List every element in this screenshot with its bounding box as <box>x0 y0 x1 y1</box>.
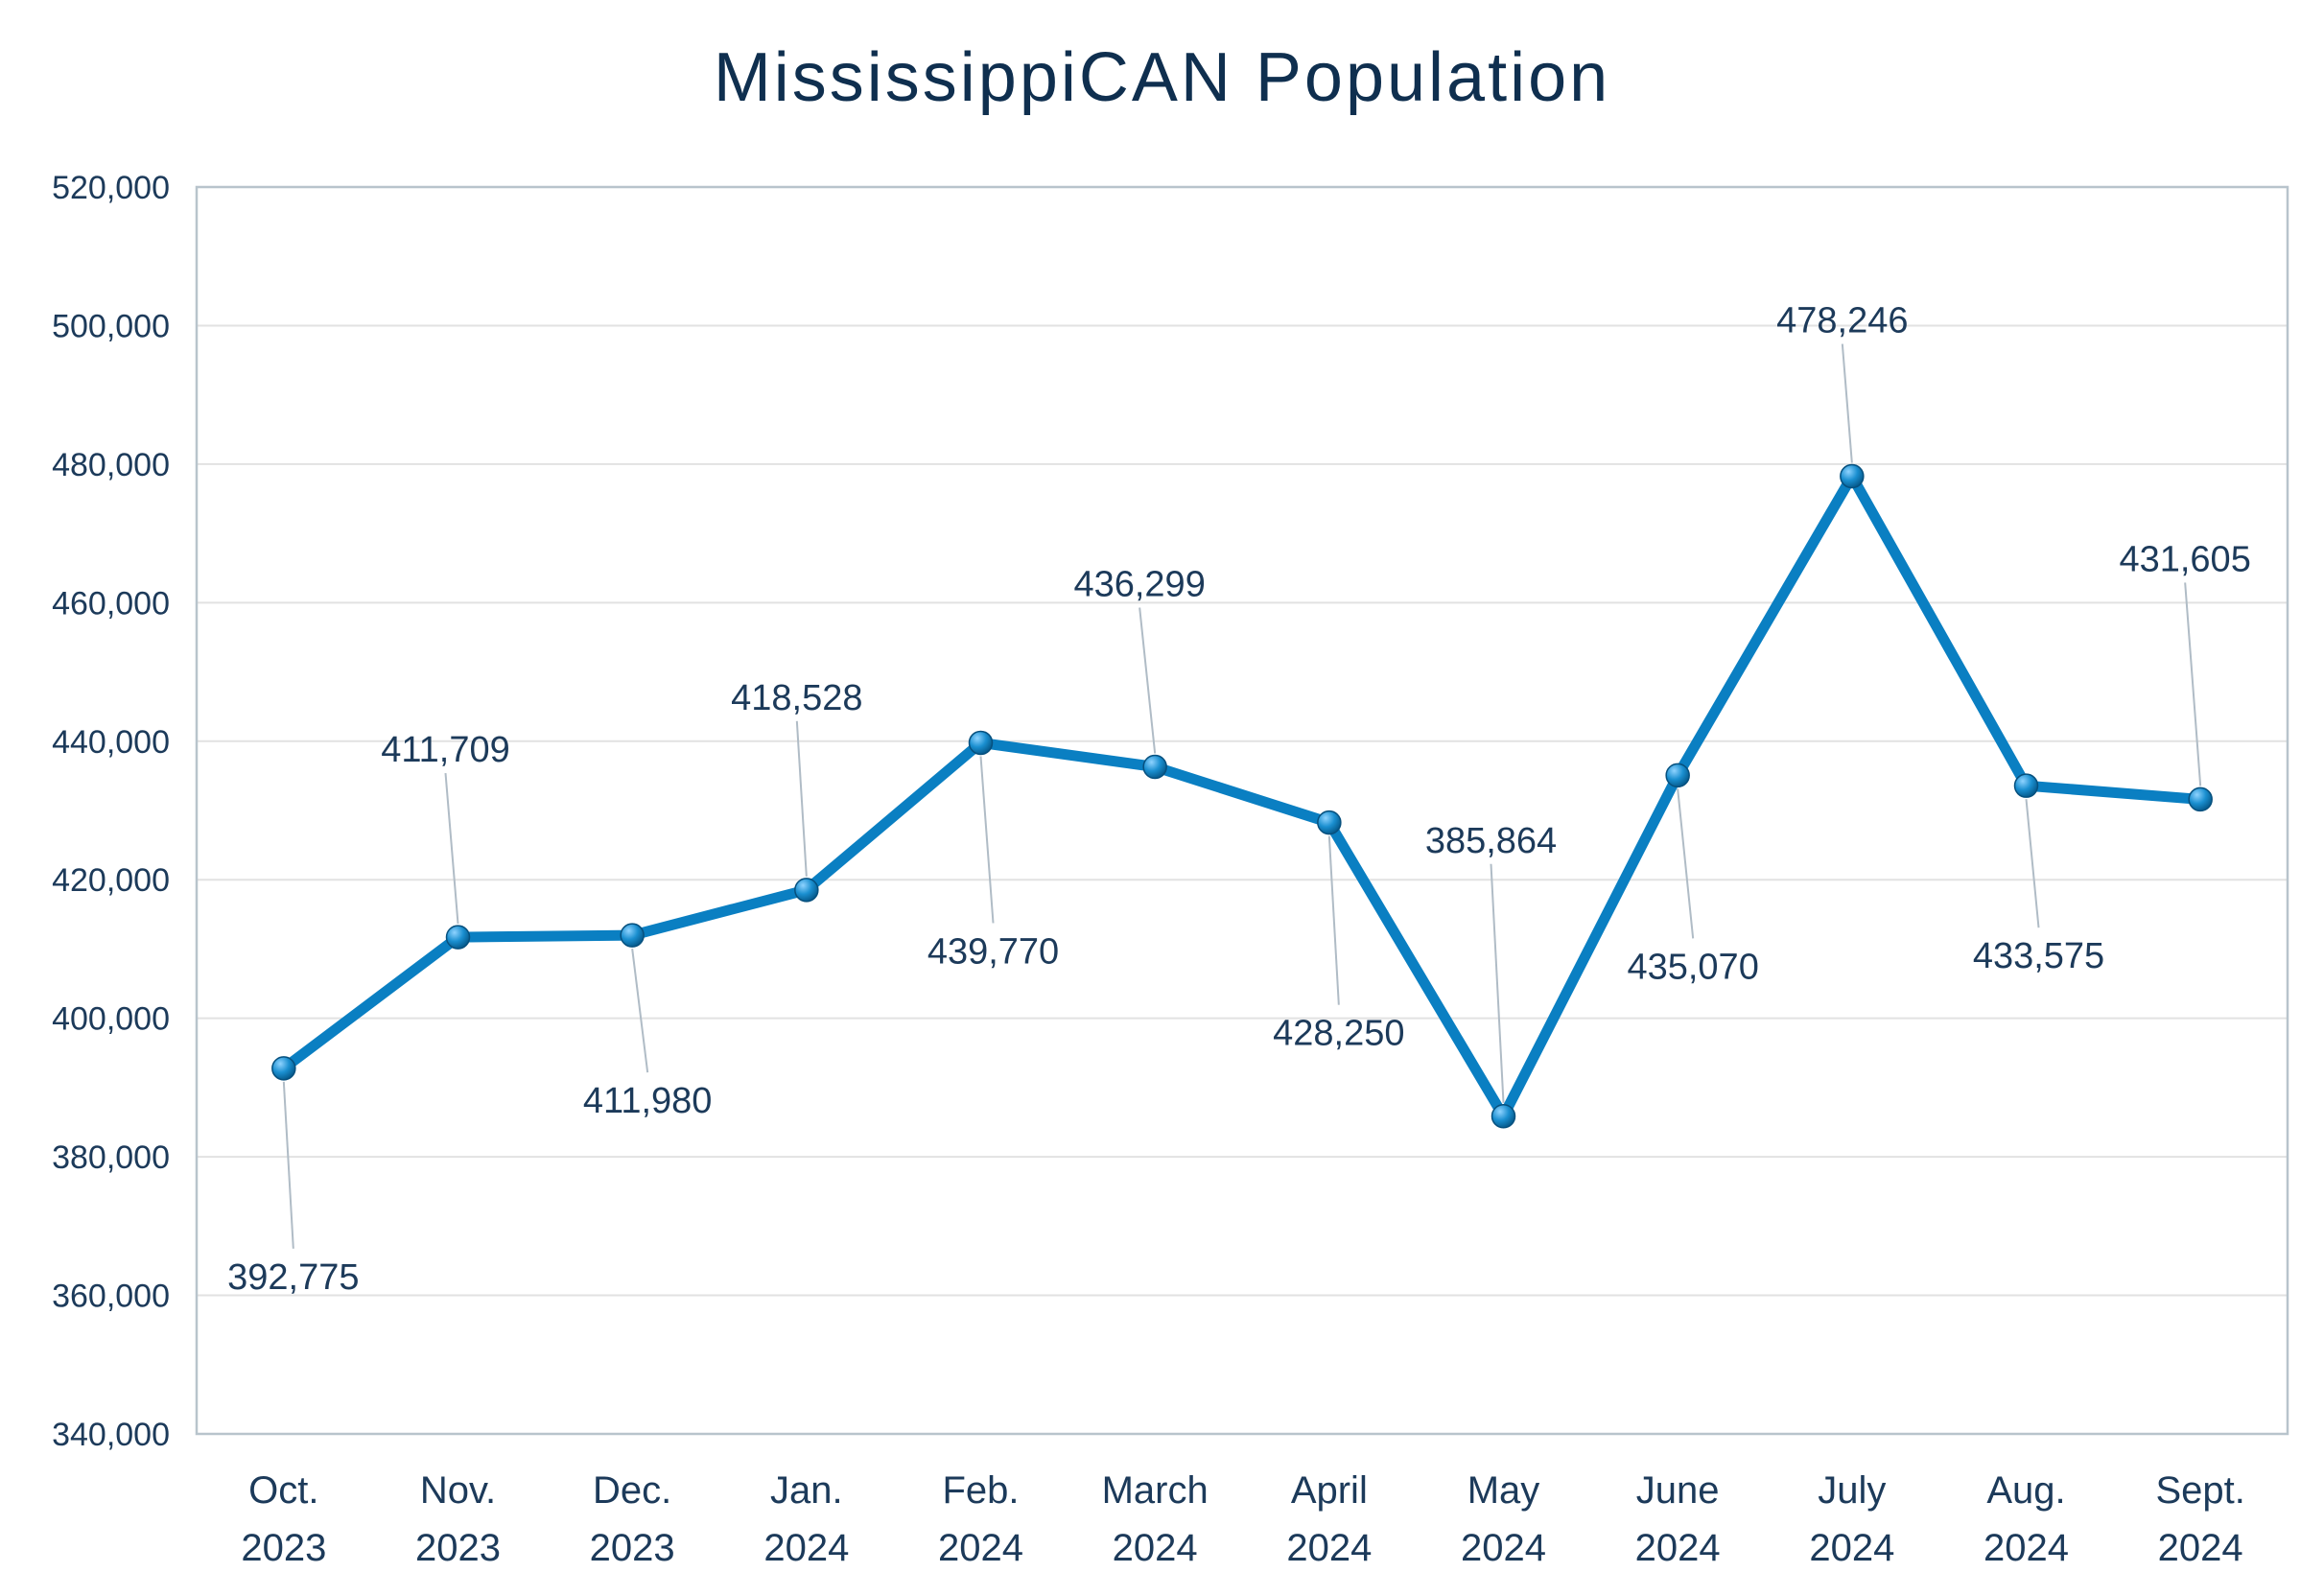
leader-line <box>979 756 995 924</box>
y-tick-label: 380,000 <box>52 1139 170 1176</box>
data-point <box>2013 773 2039 798</box>
x-tick-label-month: Sept. <box>2155 1469 2244 1512</box>
data-point <box>620 923 645 948</box>
data-point <box>2188 786 2213 812</box>
leader-line <box>2184 582 2202 786</box>
x-tick-label-month: April <box>1291 1469 1368 1512</box>
data-label: 433,575 <box>1973 936 2104 976</box>
data-label: 435,070 <box>1627 947 1758 987</box>
x-tick-label-year: 2024 <box>1286 1527 1372 1569</box>
y-tick-label: 520,000 <box>52 170 170 206</box>
data-label: 428,250 <box>1273 1014 1404 1054</box>
x-tick-label-month: July <box>1818 1469 1886 1512</box>
x-tick-label-year: 2024 <box>1984 1527 2069 1569</box>
y-tick-label: 360,000 <box>52 1279 170 1315</box>
x-tick-label-year: 2024 <box>1461 1527 1546 1569</box>
x-tick-label-month: Jan. <box>770 1469 843 1512</box>
y-tick-label: 460,000 <box>52 585 170 622</box>
leader-line <box>631 949 649 1073</box>
x-tick-label-year: 2024 <box>1635 1527 1721 1569</box>
x-tick-label-year: 2024 <box>1113 1527 1198 1569</box>
leader-line <box>282 1081 294 1249</box>
x-tick-label-month: March <box>1102 1469 1209 1512</box>
leader-line <box>1327 835 1340 1005</box>
data-label: 436,299 <box>1073 565 1205 605</box>
data-point <box>1317 810 1342 835</box>
leader-line <box>1677 788 1695 939</box>
y-tick-label: 420,000 <box>52 862 170 899</box>
data-label: 478,246 <box>1776 301 1908 341</box>
x-tick-label-month: Oct. <box>248 1469 318 1512</box>
data-point <box>1665 763 1690 788</box>
data-label: 392,775 <box>227 1257 359 1298</box>
leader-line <box>795 720 808 877</box>
data-point <box>968 730 994 756</box>
x-tick-label-month: Nov. <box>420 1469 496 1512</box>
leader-line <box>1490 863 1505 1103</box>
data-point <box>1142 754 1167 780</box>
data-label: 411,980 <box>583 1081 713 1121</box>
leader-line <box>444 773 459 925</box>
data-label: 411,709 <box>381 730 510 770</box>
data-label: 418,528 <box>731 678 862 718</box>
data-point <box>445 925 471 950</box>
y-tick-label: 440,000 <box>52 724 170 761</box>
data-point <box>271 1056 296 1081</box>
data-point <box>794 878 819 903</box>
x-tick-label-year: 2023 <box>241 1527 326 1569</box>
series-line <box>278 471 2206 1122</box>
leader-line <box>1841 343 1853 463</box>
data-point <box>1491 1104 1516 1129</box>
x-tick-label-year: 2024 <box>1809 1527 1894 1569</box>
data-label: 431,605 <box>2119 539 2250 579</box>
y-tick-label: 340,000 <box>52 1417 170 1453</box>
plot-frame <box>195 185 2289 1436</box>
x-tick-label-year: 2024 <box>938 1527 1023 1569</box>
y-tick-label: 480,000 <box>52 447 170 483</box>
y-tick-label: 500,000 <box>52 308 170 344</box>
x-tick-label-year: 2024 <box>2158 1527 2243 1569</box>
x-tick-label-year: 2023 <box>590 1527 675 1569</box>
x-tick-label-month: May <box>1467 1469 1540 1512</box>
x-tick-label-year: 2024 <box>763 1527 849 1569</box>
x-tick-label-year: 2023 <box>415 1527 501 1569</box>
leader-line <box>1139 607 1157 754</box>
chart-title: MississippiCAN Population <box>713 39 1611 116</box>
leader-line <box>2025 799 2040 928</box>
x-tick-label-month: Aug. <box>1986 1469 2065 1512</box>
data-point <box>1840 463 1865 489</box>
x-tick-label-month: Dec. <box>593 1469 671 1512</box>
data-label: 439,770 <box>927 931 1059 972</box>
y-tick-label: 400,000 <box>52 1001 170 1038</box>
data-label: 385,864 <box>1425 821 1557 861</box>
x-tick-label-month: Feb. <box>942 1469 1019 1512</box>
x-tick-label-month: June <box>1636 1469 1720 1512</box>
